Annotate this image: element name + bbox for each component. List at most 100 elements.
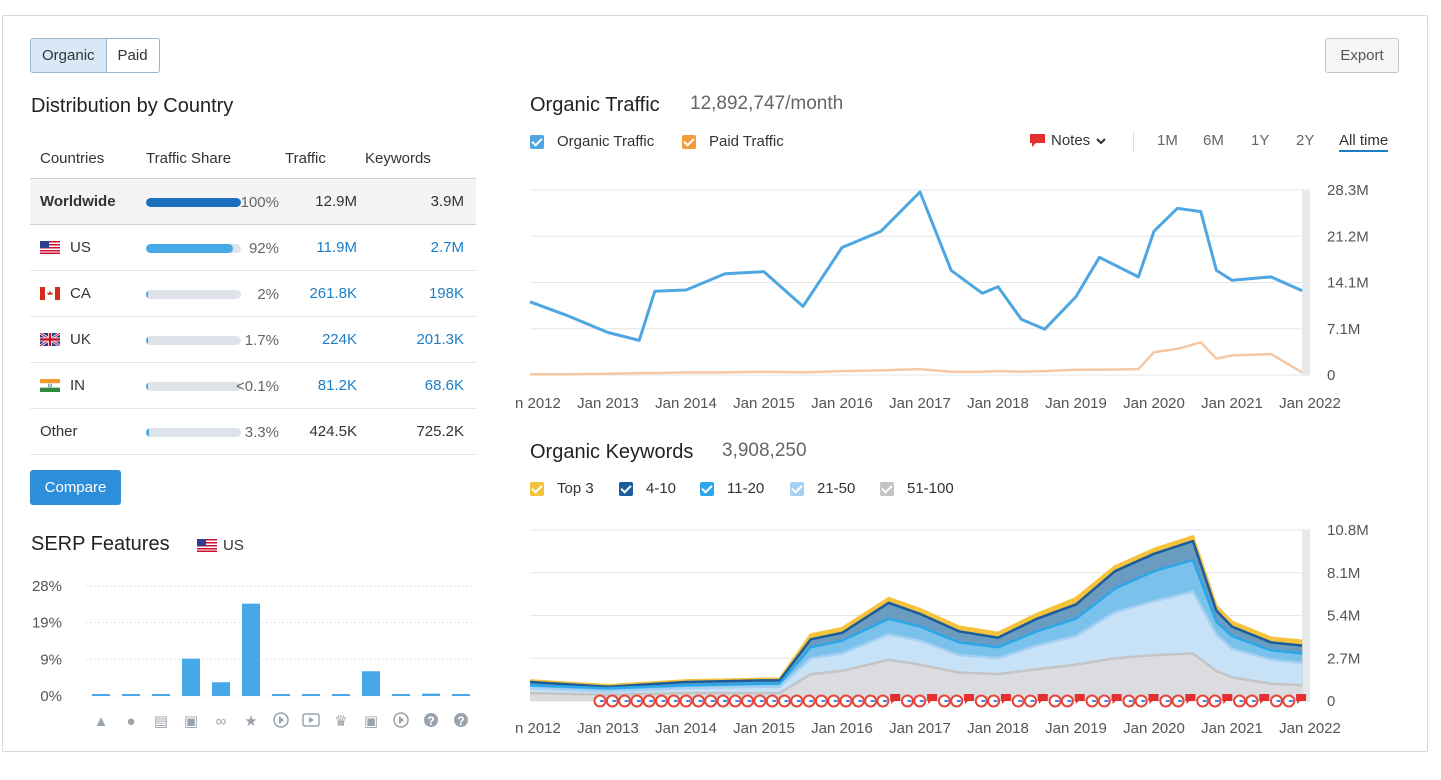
keywords-legend-4-10[interactable]: 4-10	[619, 480, 676, 497]
traffic-legend-paid[interactable]: Paid Traffic	[682, 133, 784, 150]
keywords-line-51-100	[529, 652, 1303, 696]
notes-dropdown[interactable]: Notes	[1029, 132, 1107, 149]
checkbox-icon	[619, 481, 633, 496]
export-button[interactable]: Export	[1325, 38, 1399, 73]
period-1m[interactable]: 1M	[1157, 132, 1178, 149]
column-header-keywords[interactable]: Keywords	[365, 140, 476, 179]
serp-bar	[92, 694, 110, 696]
organic-traffic-chart: 28.3M 21.2M 14.1M 7.1M 0 Jan 2012 Jan 2013 Jan …	[515, 182, 1369, 412]
traffic-value[interactable]: 81.2K	[285, 362, 365, 409]
country-name[interactable]: IN	[70, 376, 85, 394]
table-row[interactable]: CA 2% 261.8K 198K	[30, 270, 476, 317]
x-tick-label: Jan 2014	[655, 395, 717, 412]
google-update-icon	[618, 694, 632, 708]
share-value: <0.1%	[236, 377, 279, 395]
country-name: Other	[40, 422, 78, 440]
google-update-icon	[605, 694, 619, 708]
table-row[interactable]: US 92% 11.9M 2.7M	[30, 224, 476, 271]
organic-traffic-title: Organic Traffic	[530, 94, 660, 116]
period-2y[interactable]: 2Y	[1296, 132, 1315, 149]
google-update-icon	[1134, 694, 1148, 708]
uk-flag-icon	[39, 331, 61, 348]
table-row[interactable]: IN <0.1% 81.2K 68.6K	[30, 362, 476, 409]
period-6m[interactable]: 6M	[1203, 132, 1224, 149]
x-tick-label: Jan 2019	[1045, 720, 1107, 737]
keywords-value[interactable]: 198K	[365, 270, 476, 317]
y-tick-label: 2.7M	[1327, 650, 1360, 667]
x-tick-label: Jan 2018	[967, 720, 1029, 737]
google-update-icon	[667, 694, 681, 708]
country-table: Countries Traffic Share Traffic Keywords…	[30, 140, 476, 455]
period-all-time[interactable]: All time	[1339, 132, 1389, 152]
country-name[interactable]: UK	[70, 330, 91, 348]
x-tick-label: Jan 2020	[1123, 720, 1185, 737]
keywords-legend-51-100[interactable]: 51-100	[880, 480, 954, 497]
note-marker-icon	[1111, 694, 1122, 704]
map-pin-icon: ●	[126, 713, 135, 730]
table-row[interactable]: Other 3.3% 424.5K 725.2K	[30, 408, 476, 455]
table-row[interactable]: Worldwide 100% 12.9M 3.9M	[30, 178, 476, 225]
share-value: 1.7%	[244, 331, 279, 349]
table-row[interactable]: UK 1.7% 224K 201.3K	[30, 316, 476, 363]
traffic-value[interactable]: 224K	[285, 316, 365, 363]
y-tick-label: 7.1M	[1327, 321, 1360, 338]
checkbox-icon	[530, 134, 544, 149]
compare-button[interactable]: Compare	[30, 470, 121, 505]
paid-toggle-button[interactable]: Paid	[117, 47, 148, 64]
share-value: 3.3%	[244, 423, 279, 441]
legend-label: 4-10	[646, 480, 677, 497]
serp-features-title: SERP Features	[31, 533, 170, 555]
column-header-traffic-share: Traffic Share	[135, 140, 285, 179]
traffic-legend-organic[interactable]: Organic Traffic	[530, 133, 654, 150]
scroll-edge	[1302, 530, 1310, 701]
keywords-legend-21-50[interactable]: 21-50	[790, 480, 855, 497]
serp-bar	[392, 694, 410, 696]
y-tick-label: 10.8M	[1327, 522, 1369, 539]
serp-region[interactable]: US	[197, 537, 244, 554]
note-marker-icon	[1259, 694, 1270, 704]
video-play-icon	[273, 712, 289, 728]
google-update-icon	[741, 694, 755, 708]
share-cell: 100%	[135, 178, 285, 225]
x-tick-label: Jan 2014	[655, 720, 717, 737]
google-update-icon	[987, 694, 1001, 708]
x-tick-label: Jan 2021	[1201, 720, 1263, 737]
checkbox-icon	[700, 481, 714, 496]
question-icon: ?	[454, 713, 468, 728]
share-cell: 1.7%	[135, 316, 285, 363]
country-name[interactable]: US	[70, 238, 91, 256]
icon-glyph: ●	[126, 713, 135, 730]
graduation-cap-icon: ▲	[94, 713, 109, 730]
google-update-icon	[728, 694, 742, 708]
country-name[interactable]: CA	[70, 284, 91, 302]
ca-flag-icon	[40, 287, 60, 301]
keywords-legend-11-20[interactable]: 11-20	[700, 480, 764, 497]
serp-bar	[362, 671, 380, 696]
x-tick-label: Jan 2015	[733, 720, 795, 737]
note-marker-icon	[1148, 694, 1159, 704]
country-name: Worldwide	[40, 192, 116, 210]
keywords-value[interactable]: 2.7M	[365, 224, 476, 271]
traffic-value[interactable]: 11.9M	[285, 224, 365, 271]
serp-bar	[122, 694, 140, 696]
traffic-value[interactable]: 261.8K	[285, 270, 365, 317]
organic-traffic-line	[529, 190, 1303, 342]
serp-bar	[212, 682, 230, 696]
icon-glyph: ?	[427, 714, 434, 728]
country-cell: Worldwide	[30, 178, 135, 225]
note-marker-icon	[890, 694, 901, 704]
keywords-value[interactable]: 68.6K	[365, 362, 476, 409]
note-marker-icon	[1185, 694, 1196, 704]
share-value: 2%	[257, 285, 279, 303]
organic-toggle-button[interactable]: Organic	[31, 39, 107, 72]
serp-region-label: US	[223, 537, 244, 554]
us-flag-icon	[40, 241, 60, 255]
scroll-edge	[1302, 190, 1310, 375]
keywords-value[interactable]: 201.3K	[365, 316, 476, 363]
country-cell: Other	[30, 408, 135, 455]
keywords-legend-top3[interactable]: Top 3	[530, 480, 594, 497]
column-header-traffic[interactable]: Traffic	[285, 140, 365, 179]
note-marker-icon	[1074, 694, 1085, 704]
article-icon: ▤	[154, 713, 168, 730]
period-1y[interactable]: 1Y	[1251, 132, 1270, 149]
